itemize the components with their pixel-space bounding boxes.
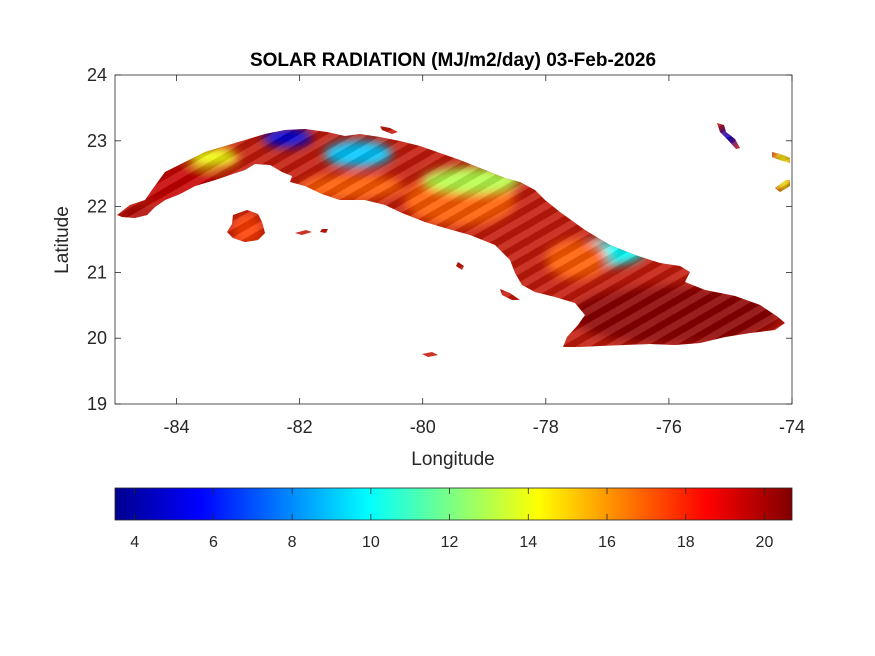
chart-title: SOLAR RADIATION (MJ/m2/day) 03-Feb-2026 <box>250 50 656 71</box>
x-tick-label: -74 <box>779 417 805 437</box>
colorbar-tick-label: 20 <box>756 534 774 551</box>
y-tick-label: 21 <box>87 262 107 282</box>
colorbar-tick-label: 6 <box>209 534 218 551</box>
y-tick-label: 24 <box>87 65 107 85</box>
x-tick-label: -80 <box>410 417 436 437</box>
y-axis: 19 20 21 22 23 24 <box>87 65 792 414</box>
colorbar-ticks: 4 6 8 10 12 14 16 18 20 <box>130 488 773 551</box>
colorbar-tick-label: 4 <box>130 534 139 551</box>
y-tick-label: 22 <box>87 197 107 217</box>
colorbar-tick-label: 8 <box>288 534 297 551</box>
colorbar-tick-label: 12 <box>441 534 459 551</box>
x-axis-label: Longitude <box>411 449 494 470</box>
x-tick-label: -84 <box>164 417 190 437</box>
colorbar-tick-label: 18 <box>677 534 695 551</box>
y-tick-label: 23 <box>87 131 107 151</box>
y-tick-label: 20 <box>87 328 107 348</box>
y-tick-label: 19 <box>87 394 107 414</box>
colorbar-tick-label: 14 <box>519 534 537 551</box>
x-tick-label: -82 <box>287 417 313 437</box>
colorbar <box>114 487 793 521</box>
x-axis: -84 -82 -80 -78 -76 -74 <box>164 75 805 437</box>
plot-area <box>114 74 793 405</box>
y-axis-label: Latitude <box>52 206 73 274</box>
x-tick-label: -78 <box>533 417 559 437</box>
colorbar-tick-label: 10 <box>362 534 380 551</box>
x-tick-label: -76 <box>656 417 682 437</box>
colorbar-tick-label: 16 <box>598 534 616 551</box>
